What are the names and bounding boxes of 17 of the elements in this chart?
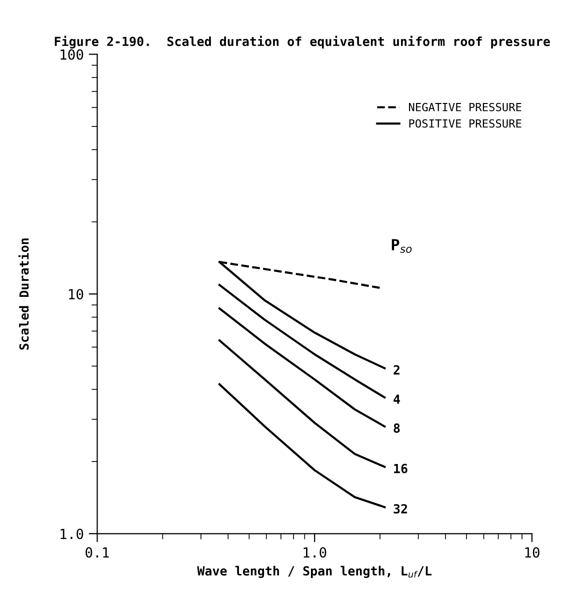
series-label: 4: [394, 394, 400, 404]
x-tick-label: 1.0: [304, 547, 326, 558]
annotation: P$_{so}$: [392, 239, 412, 253]
y-axis-title: Scaled Duration: [18, 238, 29, 350]
annotation: POSITIVE PRESSURE: [409, 119, 522, 128]
x-axis-title: Wave length / Span length, L$_{uf}$/L: [197, 566, 432, 578]
x-tick-label: 10: [525, 547, 540, 558]
y-tick-label: 1.0: [60, 528, 84, 540]
legend-label: NEGATIVE PRESSURE: [408, 102, 522, 112]
series-label: 8: [394, 423, 400, 433]
series-label: 32: [394, 504, 407, 514]
series-label: 2: [394, 365, 400, 374]
y-tick-label: 100: [60, 49, 84, 60]
series-label: 16: [394, 464, 408, 474]
x-tick-label: 0.1: [86, 547, 109, 558]
chart-title: Figure 2-190. Scaled duration of equivalent uniform roof pressure: [54, 36, 550, 49]
y-tick-label: 10: [68, 288, 84, 300]
